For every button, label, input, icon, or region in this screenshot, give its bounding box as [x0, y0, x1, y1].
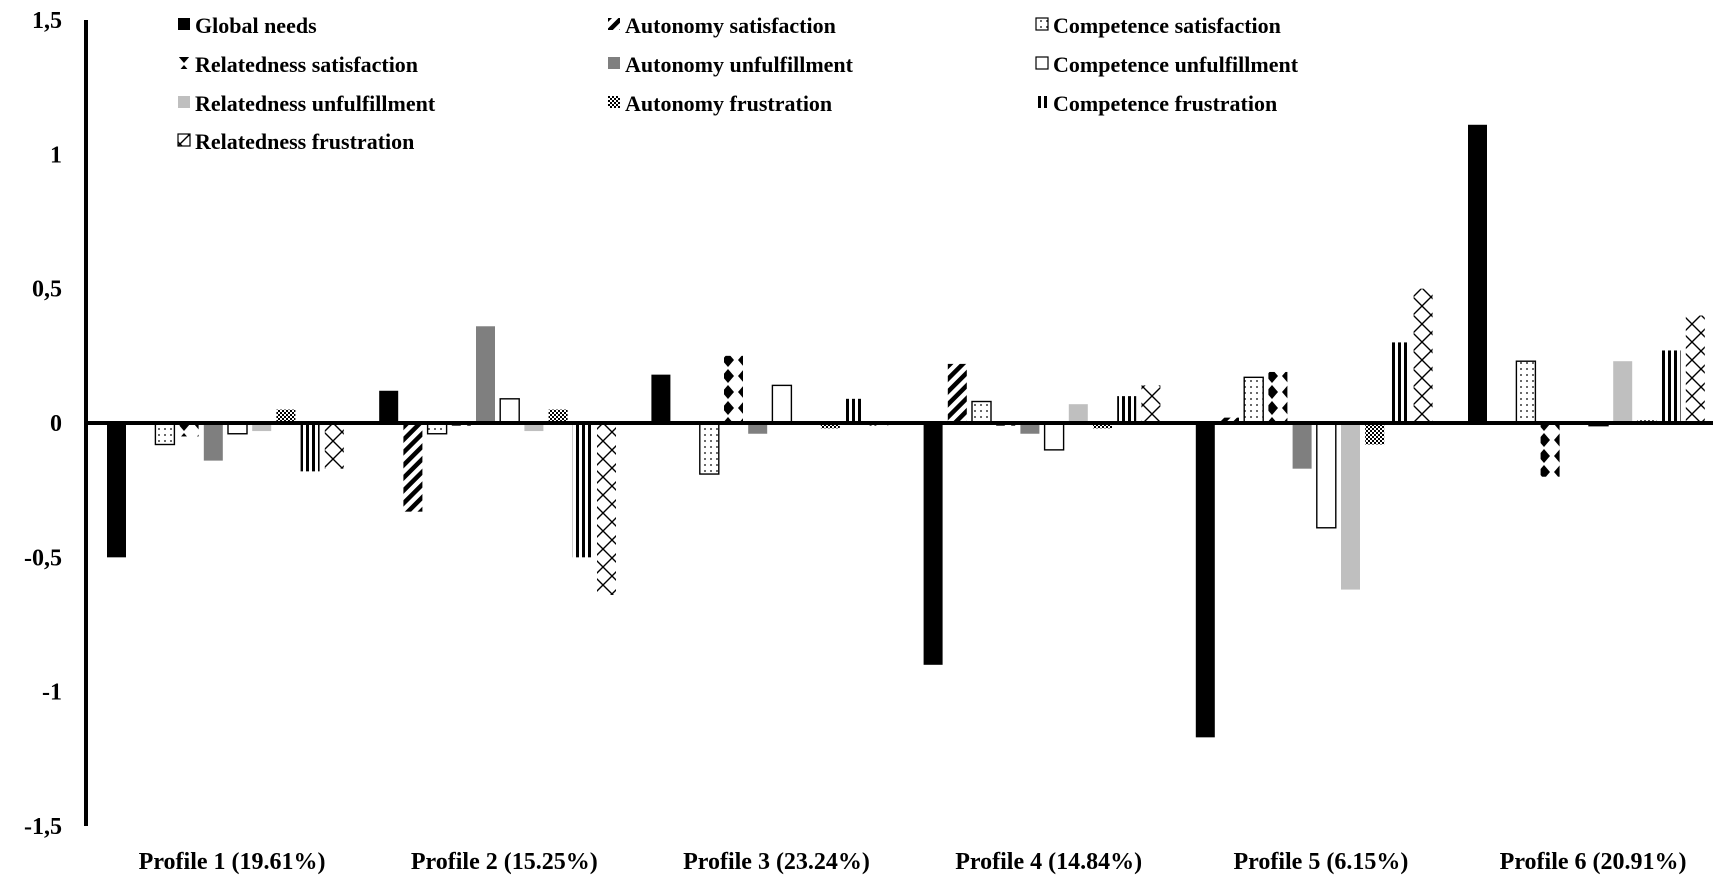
- legend-swatch: [1036, 96, 1048, 108]
- bar-autonomy-frustration: [276, 409, 296, 423]
- bar-autonomy-unfulfillment: [748, 423, 768, 434]
- legend-swatch: [178, 96, 190, 108]
- bar-competence-frustration: [1661, 350, 1681, 423]
- category-label: Profile 4 (14.84%): [955, 849, 1142, 875]
- bar-competence-unfulfillment: [1043, 422, 1065, 451]
- legend-entry: Relatedness frustration: [195, 129, 414, 154]
- y-tick-label: 0: [50, 411, 62, 437]
- legend-entry: Relatedness unfulfillment: [195, 91, 436, 116]
- bar-competence-satisfaction: [1243, 376, 1264, 424]
- bar-autonomy-frustration: [820, 423, 840, 429]
- bar-relatedness-unfulfillment: [524, 423, 544, 432]
- legend-entry: Autonomy satisfaction: [625, 13, 836, 38]
- y-tick-label: -1,5: [24, 814, 62, 840]
- legend-entry: Autonomy frustration: [625, 91, 832, 116]
- bar-autonomy-satisfaction: [403, 423, 423, 512]
- bar-competence-satisfaction: [1515, 360, 1537, 424]
- bar-relatedness-frustration: [1413, 288, 1433, 423]
- y-tick-label: 0,5: [32, 277, 62, 303]
- bar-competence-unfulfillment: [1316, 422, 1337, 529]
- legend-swatch: [608, 96, 620, 108]
- bar-relatedness-frustration: [1141, 385, 1161, 423]
- category-label: Profile 6 (20.91%): [1500, 849, 1687, 875]
- legend-entry: Relatedness satisfaction: [195, 52, 418, 77]
- bar-competence-satisfaction: [699, 422, 720, 475]
- bar-relatedness-unfulfillment: [1613, 361, 1633, 423]
- legend-entry: Competence satisfaction: [1053, 13, 1281, 38]
- y-tick-label: 1: [50, 142, 62, 168]
- category-label: Profile 1 (19.61%): [139, 849, 326, 875]
- bar-relatedness-unfulfillment: [252, 423, 272, 432]
- legend-swatch: [178, 18, 190, 30]
- bar-competence-satisfaction: [971, 400, 992, 424]
- bar-autonomy-unfulfillment: [1292, 423, 1312, 469]
- bar-autonomy-unfulfillment: [1020, 423, 1040, 434]
- bar-global-needs: [379, 390, 399, 423]
- bar-relatedness-frustration: [324, 423, 344, 469]
- bar-global-needs: [651, 374, 671, 423]
- bar-autonomy-satisfaction: [1220, 417, 1239, 423]
- bar-autonomy-frustration: [548, 409, 568, 423]
- bar-relatedness-unfulfillment: [1068, 404, 1088, 423]
- bar-relatedness-satisfaction: [724, 355, 743, 423]
- legend-swatch: [608, 18, 620, 30]
- bar-global-needs: [1195, 423, 1215, 738]
- category-label: Profile 3 (23.24%): [683, 849, 870, 875]
- bar-global-needs: [1468, 124, 1487, 423]
- bar-global-needs: [923, 423, 943, 665]
- bar-competence-frustration: [845, 398, 864, 423]
- axes: 1,5 1 0,5 0 -0,5 -1 -1,5 Profile 1 (19.61%) Prof…: [24, 8, 1713, 875]
- bar-autonomy-frustration: [1093, 423, 1112, 429]
- category-label: Profile 5 (6.15%): [1233, 849, 1408, 875]
- bar-competence-satisfaction: [154, 422, 176, 446]
- bar-relatedness-frustration: [597, 423, 616, 595]
- y-tick-label: -0,5: [24, 545, 62, 571]
- legend-entry: Autonomy unfulfillment: [625, 52, 854, 77]
- bar-relatedness-satisfaction: [179, 423, 199, 437]
- bar-relatedness-satisfaction: [1268, 371, 1288, 423]
- legend-entry: Competence unfulfillment: [1053, 52, 1299, 77]
- bar-competence-frustration: [1117, 396, 1137, 423]
- bar-global-needs: [107, 423, 126, 558]
- legend-swatch: [177, 133, 191, 147]
- y-tick-label: 1,5: [32, 8, 62, 34]
- legend: Global needs Autonomy satisfaction Compete…: [177, 13, 1299, 154]
- bar-competence-unfulfillment: [771, 384, 793, 424]
- legend-entry: Global needs: [195, 13, 317, 38]
- legend-entry: Competence frustration: [1053, 91, 1277, 116]
- bar-competence-unfulfillment: [499, 398, 520, 424]
- legend-swatch: [1035, 17, 1049, 31]
- legend-swatch: [1035, 56, 1049, 70]
- y-tick-label: -1: [42, 680, 62, 706]
- legend-swatch: [608, 57, 620, 69]
- bar-autonomy-satisfaction: [947, 363, 967, 423]
- bar-autonomy-frustration: [1365, 423, 1385, 445]
- bar-competence-frustration: [572, 423, 592, 558]
- bar-relatedness-satisfaction: [1540, 423, 1560, 477]
- bar-competence-frustration: [300, 423, 320, 472]
- bar-relatedness-frustration: [1685, 315, 1705, 423]
- bar-competence-frustration: [1389, 342, 1409, 423]
- legend-swatch: [178, 57, 190, 69]
- bar-autonomy-unfulfillment: [476, 326, 495, 423]
- bar-autonomy-unfulfillment: [203, 423, 223, 461]
- bars: [107, 124, 1705, 738]
- category-label: Profile 2 (15.25%): [411, 849, 598, 875]
- bar-relatedness-unfulfillment: [1341, 423, 1360, 590]
